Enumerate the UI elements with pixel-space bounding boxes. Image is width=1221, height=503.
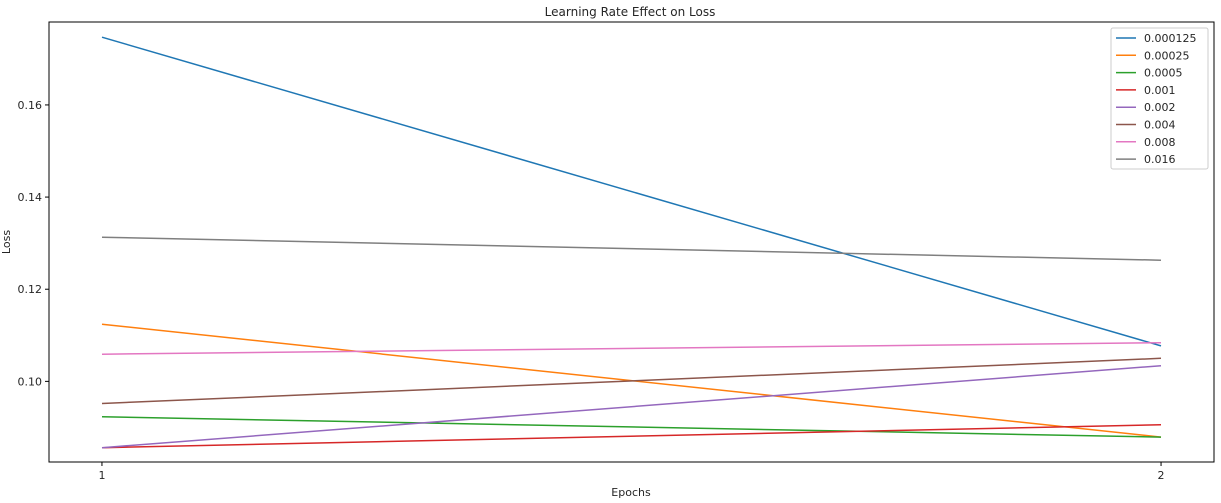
y-tick-label: 0.12 [18,283,43,296]
series-line-5 [101,357,1162,405]
series-line-2 [101,416,1162,438]
y-axis: 0.10 0.12 0.14 0.16 [18,99,49,388]
legend-label-0: 0.000125 [1144,32,1197,45]
series-line-0 [101,36,1162,347]
y-tick-label: 0.10 [18,375,43,388]
legend: 0.000125 0.00025 0.0005 0.001 0.002 0.004 0.00… [1110,27,1209,170]
axes-frame [48,21,1215,463]
series-line-6 [101,341,1162,355]
legend-label-6: 0.008 [1144,136,1176,149]
x-tick-label: 1 [98,469,105,482]
legend-label-5: 0.004 [1144,119,1176,132]
legend-box [1110,27,1209,170]
chart-title: Learning Rate Effect on Loss [545,5,716,19]
x-tick-label: 2 [1158,469,1165,482]
legend-label-4: 0.002 [1144,101,1176,114]
x-axis-label: Epochs [611,486,651,499]
series-line-3 [101,423,1162,449]
legend-label-3: 0.001 [1144,84,1176,97]
plot-area [101,36,1162,449]
y-tick-label: 0.14 [18,191,43,204]
series-line-7 [101,236,1162,261]
y-axis-label: Loss [0,230,13,254]
y-tick-label: 0.16 [18,99,43,112]
series-line-4 [101,364,1162,449]
legend-label-7: 0.016 [1144,153,1176,166]
legend-label-2: 0.0005 [1144,67,1183,80]
legend-label-1: 0.00025 [1144,49,1190,62]
